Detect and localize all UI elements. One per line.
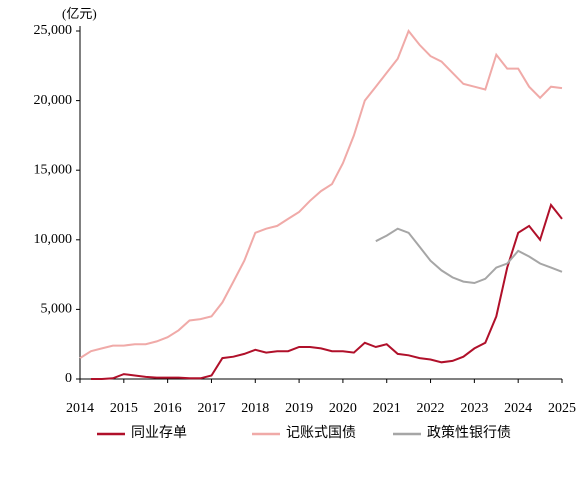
x-tick-label: 2024 [504, 401, 532, 416]
y-tick-label: 25,000 [34, 23, 73, 38]
x-tick-label: 2025 [548, 401, 576, 416]
series-line [79, 29, 563, 359]
x-tick-label: 2019 [285, 401, 313, 416]
legend-label: 记账式国债 [286, 425, 356, 441]
x-tick-label: 2020 [329, 401, 357, 416]
series-line [375, 227, 563, 285]
y-tick-label: 0 [65, 371, 72, 386]
y-tick-label: 15,000 [34, 162, 73, 177]
x-tick-label: 2022 [417, 401, 445, 416]
legend-label: 同业存单 [131, 425, 187, 441]
x-tick-label: 2018 [241, 401, 269, 416]
x-tick-label: 2017 [197, 401, 225, 416]
x-tick-label: 2014 [66, 401, 94, 416]
y-tick-label: 20,000 [34, 93, 73, 108]
y-tick-label: 10,000 [34, 232, 73, 247]
unit-label: (亿元) [62, 6, 97, 21]
y-tick-label: 5,000 [41, 302, 73, 317]
x-tick-label: 2015 [110, 401, 138, 416]
x-tick-label: 2023 [460, 401, 488, 416]
legend-label: 政策性银行债 [427, 424, 511, 441]
x-tick-label: 2021 [373, 401, 401, 416]
series-line [91, 202, 563, 380]
x-tick-label: 2016 [154, 401, 182, 416]
